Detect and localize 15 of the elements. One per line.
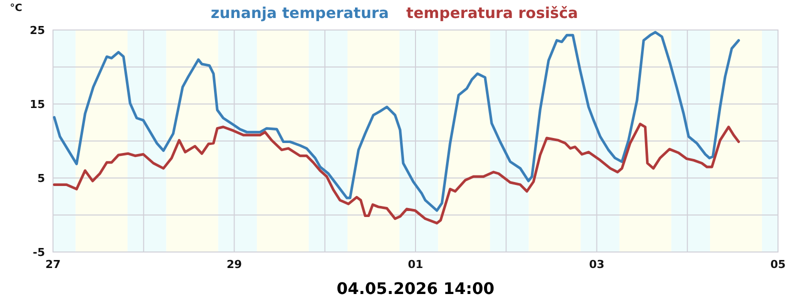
y-axis-title: °C	[10, 3, 22, 14]
y-tick-label: 25	[30, 24, 45, 37]
line-series	[52, 30, 740, 212]
x-tick-label: 27	[45, 258, 61, 271]
x-tick-label: 29	[226, 258, 242, 271]
y-tick-label: 5	[37, 172, 45, 185]
x-tick-label: 03	[589, 258, 604, 271]
text: zunanja temperatura	[210, 4, 389, 22]
text: 04.05.2026 14:00	[336, 279, 494, 298]
y-tick-label: -5	[32, 246, 45, 259]
x-tick-label: 05	[770, 258, 786, 271]
x-tick-label: 01	[408, 258, 424, 271]
text: temperatura rosišča	[406, 4, 578, 22]
line-series	[52, 122, 740, 224]
y-tick-label: 15	[30, 98, 45, 111]
